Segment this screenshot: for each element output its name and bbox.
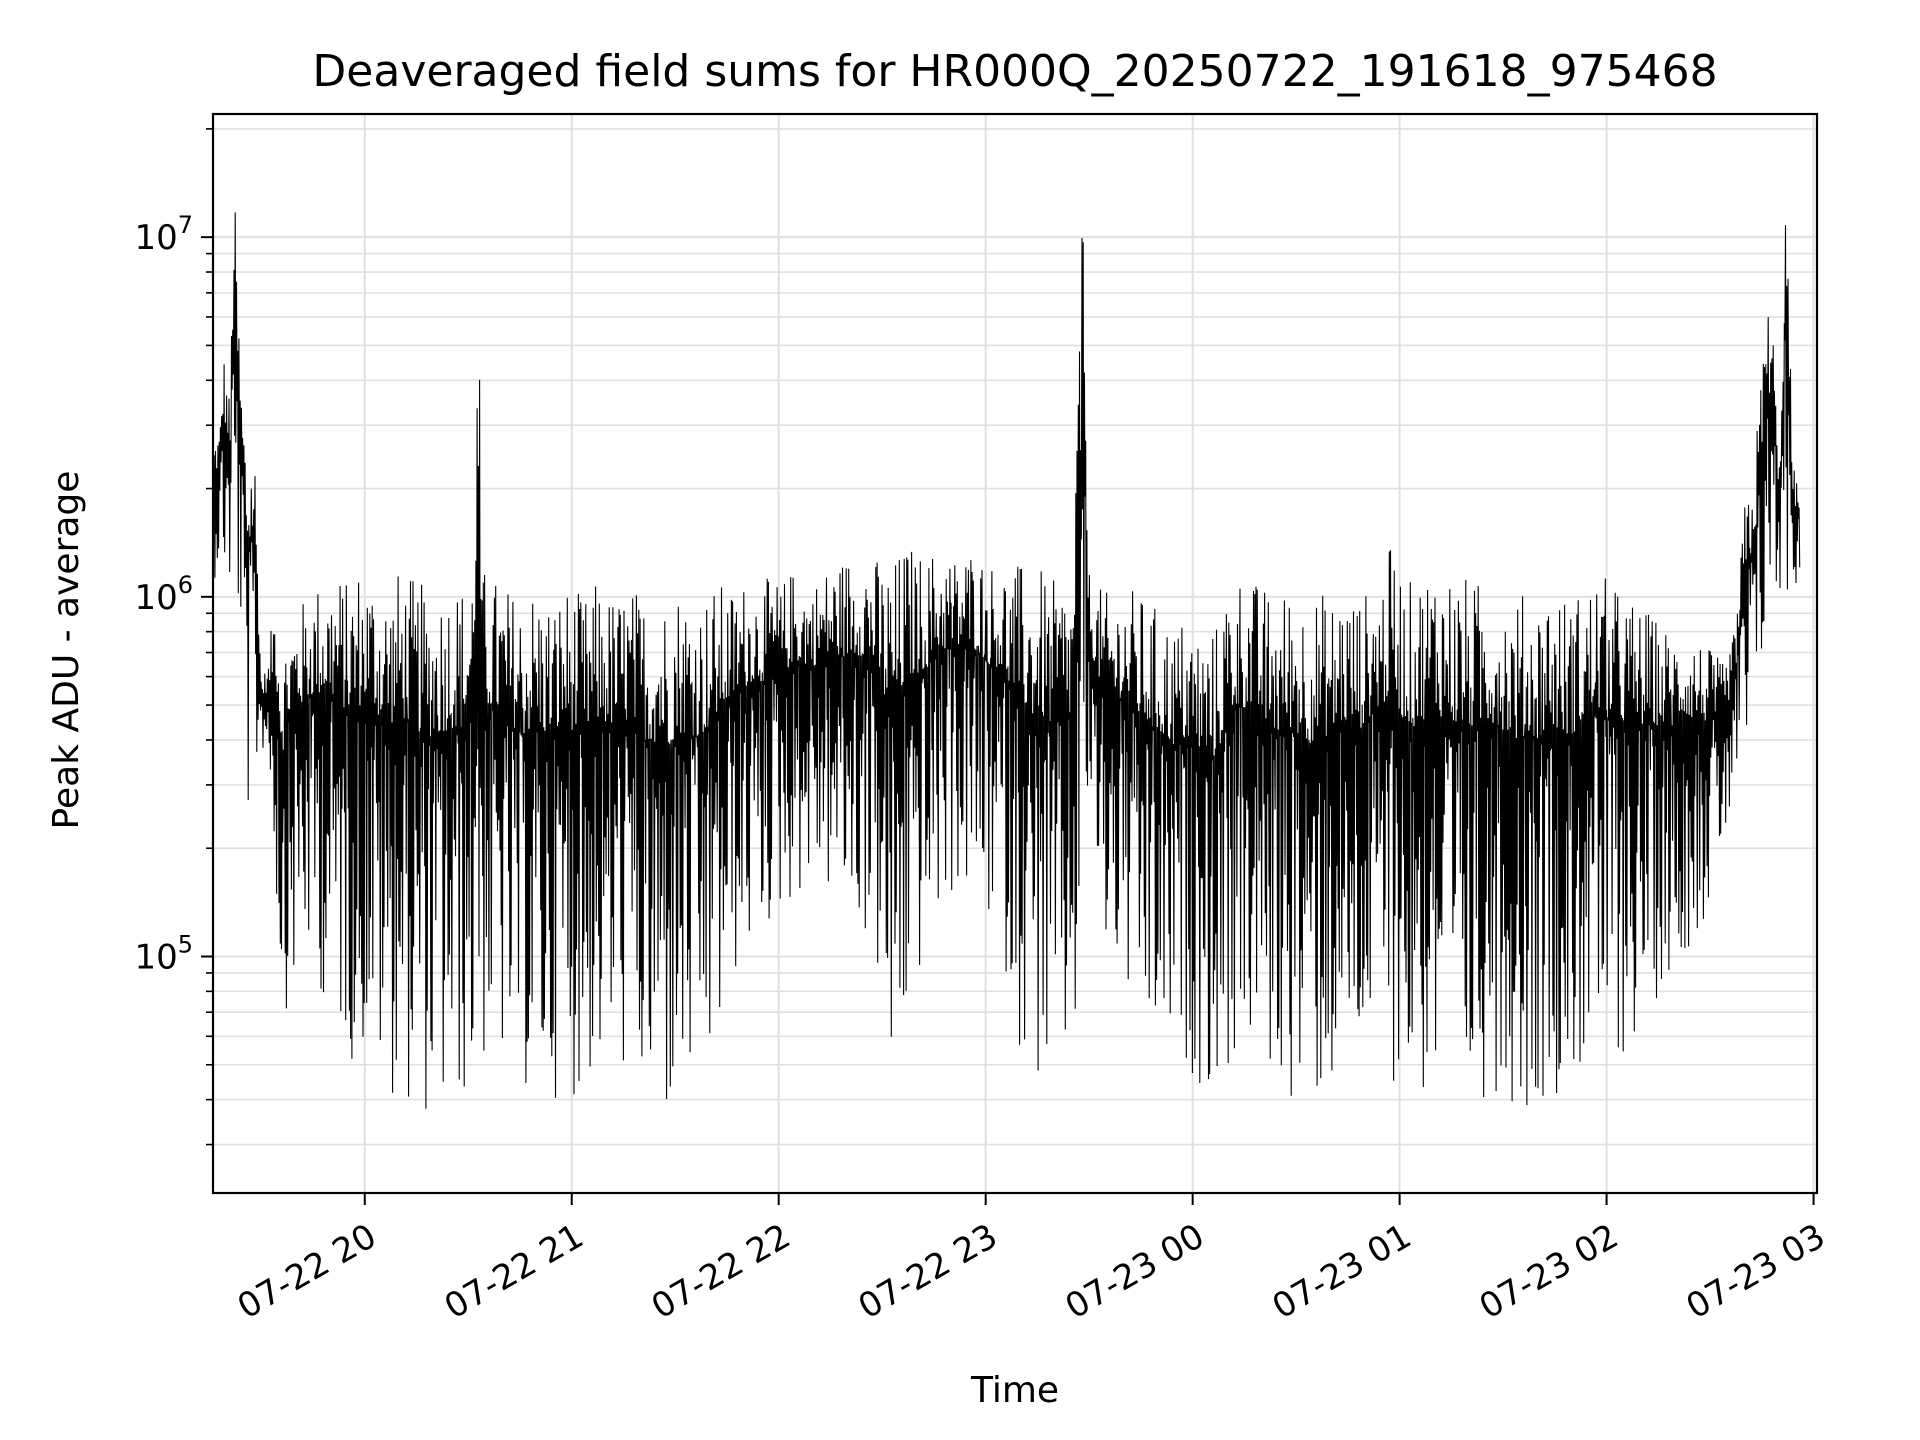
x-tick-label: 07-23 01	[1266, 1216, 1418, 1327]
x-tick-label: 07-22 23	[852, 1216, 1004, 1327]
series-line	[212, 212, 1801, 1109]
x-axis-label: Time	[970, 1370, 1059, 1411]
y-tick-label: 107	[134, 211, 193, 258]
chart-title: Deaveraged field sums for HR000Q_2025072…	[312, 46, 1717, 97]
x-tick-label: 07-23 02	[1473, 1216, 1625, 1327]
x-tick-label: 07-22 20	[231, 1216, 383, 1327]
x-tick-label: 07-23 03	[1680, 1216, 1832, 1327]
x-tick-label: 07-22 21	[438, 1216, 590, 1327]
x-tick-label: 07-22 22	[645, 1216, 797, 1327]
y-axis-label: Peak ADU - average	[46, 471, 87, 830]
y-tick-label: 105	[134, 930, 193, 977]
x-tick-label: 07-23 00	[1059, 1216, 1211, 1327]
series-path	[212, 212, 1801, 1109]
plot-frame	[211, 112, 1819, 1195]
y-tick-label: 106	[134, 571, 193, 618]
